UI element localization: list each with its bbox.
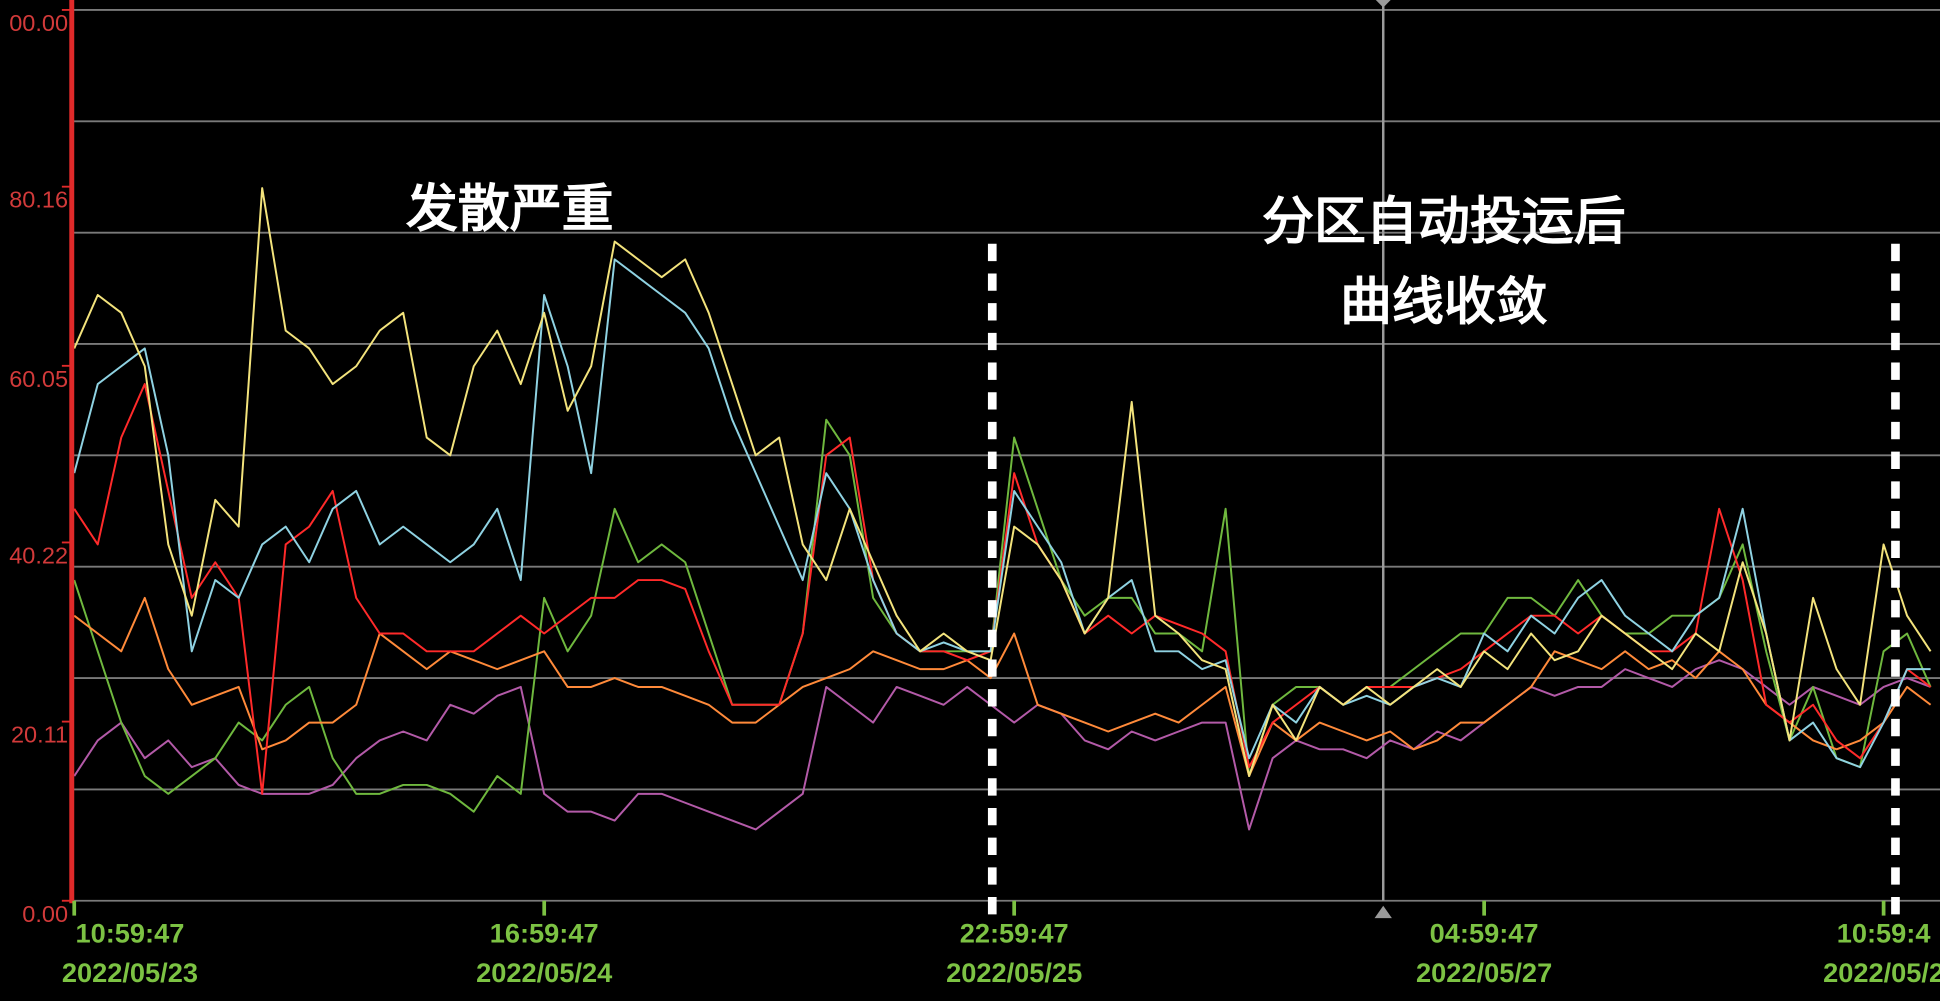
x-tick-date: 2022/05/24 [476, 957, 612, 988]
y-tick-label: 00.00 [9, 10, 68, 36]
axis-labels: 00.00 80.16 60.05 40.22 20.11 0.00 10:59:47 202… [9, 9, 1940, 988]
x-tick-date: 2022/05/25 [946, 957, 1082, 988]
y-tick-label: 0.00 [22, 901, 68, 927]
x-tick-time: 10:59:4 [1837, 918, 1931, 949]
series-line [73, 187, 1932, 778]
annotation: 分区自动投运后 [1262, 193, 1626, 251]
series-line [73, 596, 1932, 778]
cursor-marker [1375, 0, 1391, 8]
x-tick-time: 22:59:47 [960, 918, 1069, 949]
x-tick-time: 04:59:47 [1430, 918, 1539, 949]
y-tick-label: 20.11 [11, 722, 68, 748]
cursor-marker [1374, 905, 1392, 919]
y-tick-label: 40.22 [9, 543, 68, 569]
x-tick-date: 2022/05/23 [62, 957, 198, 988]
grid [71, 9, 1940, 902]
y-tick-label: 60.05 [9, 366, 68, 392]
x-tick-date: 2022/05/27 [1416, 957, 1552, 988]
annotation: 曲线收敛 [1340, 273, 1548, 331]
y-tick-label: 80.16 [9, 187, 68, 213]
series-group [73, 187, 1932, 831]
series-line [73, 258, 1931, 769]
series-line [73, 659, 1931, 831]
x-tick-time: 10:59:47 [75, 918, 184, 949]
annotation: 发散严重 [406, 181, 614, 239]
x-tick-date: 2022/05/2 [1823, 957, 1940, 988]
x-tick-time: 16:59:47 [490, 918, 599, 949]
